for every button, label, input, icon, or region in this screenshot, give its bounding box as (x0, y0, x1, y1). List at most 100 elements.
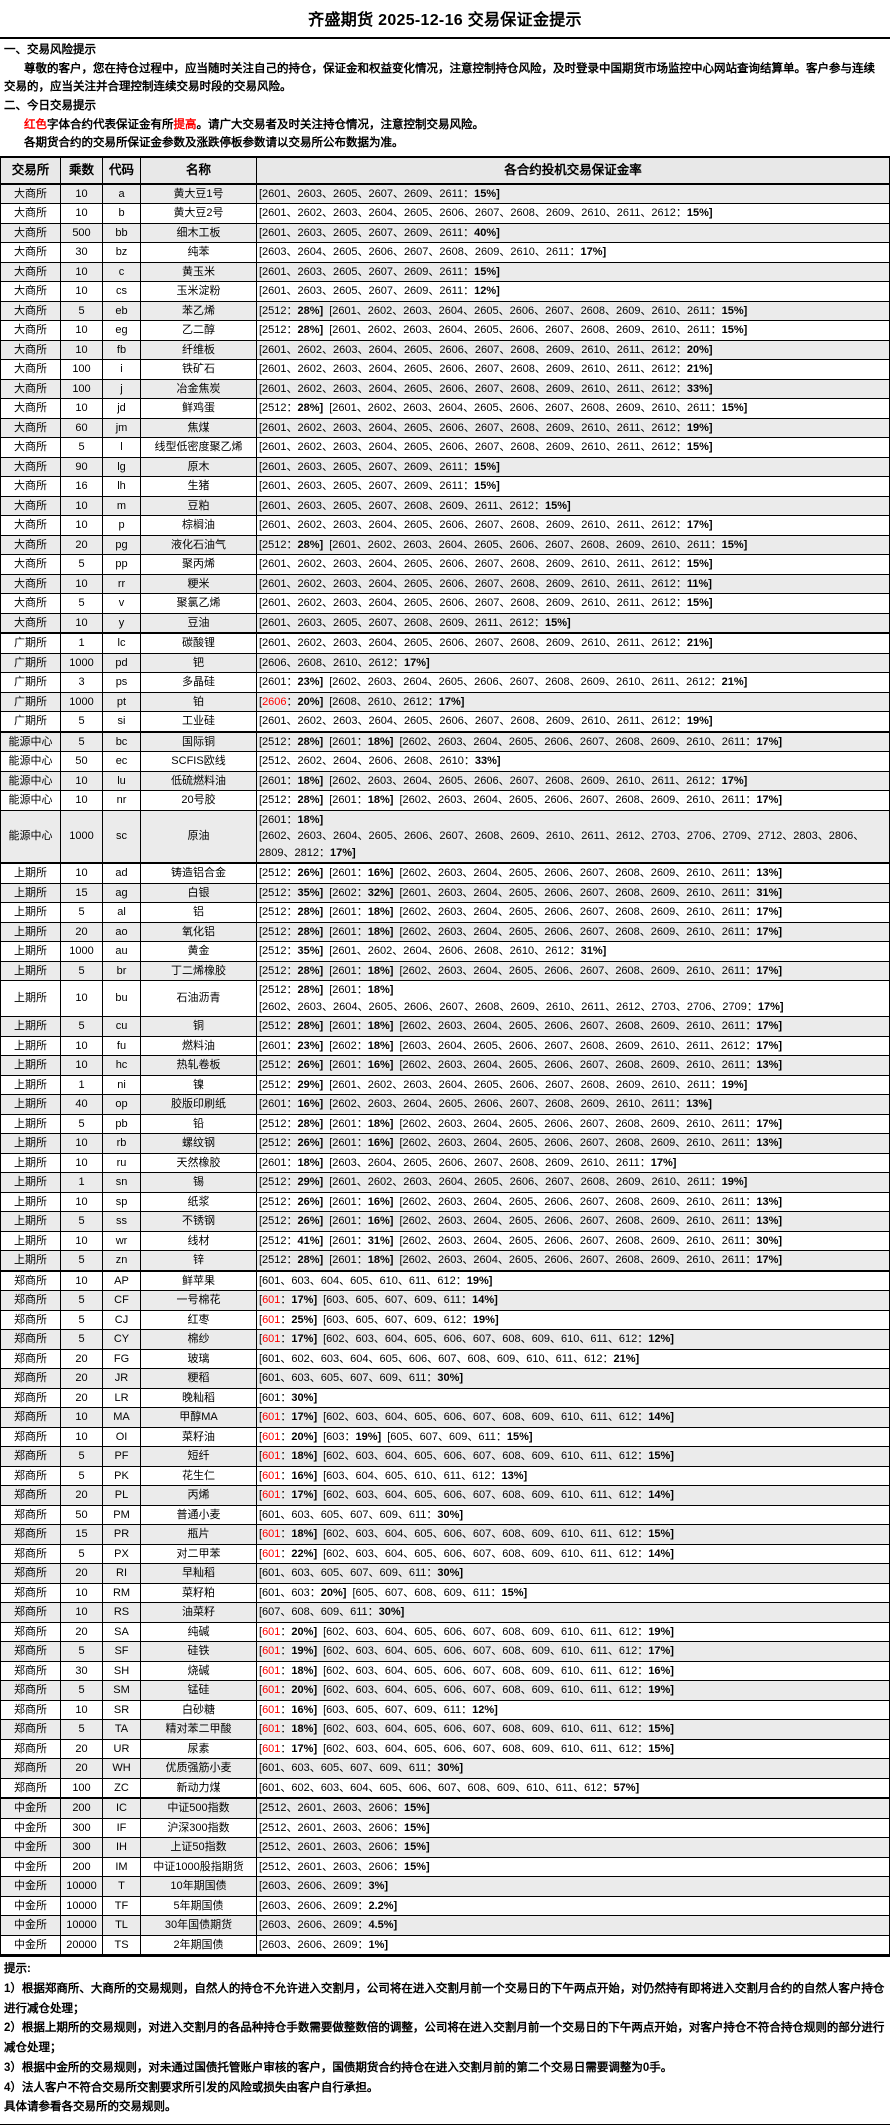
cell-product-name: 棉纱 (140, 1329, 257, 1350)
cell-multiplier: 5 (60, 1211, 103, 1232)
cell-multiplier: 20 (60, 1485, 103, 1506)
cell-product-name: 天然橡胶 (140, 1152, 257, 1173)
cell-multiplier: 10 (60, 1191, 103, 1212)
cell-code: lu (102, 770, 141, 791)
cell-multiplier: 5 (60, 593, 103, 614)
cell-code: ec (102, 751, 141, 772)
cell-product-name: 沪深300指数 (140, 1817, 257, 1838)
cell-code: i (102, 359, 141, 380)
table-row: 大商所 10 cs 玉米淀粉 [2601、2603、2605、2607、2609、261… (0, 281, 890, 302)
cell-multiplier: 5 (60, 730, 103, 752)
cell-margin-rates: [601：17%] [602、603、604、605、606、607、608、60… (256, 1407, 890, 1428)
cell-code: pd (102, 652, 141, 673)
cell-multiplier: 5 (60, 1465, 103, 1486)
cell-product-name: 燃料油 (140, 1035, 257, 1056)
cell-product-name: 黄大豆2号 (140, 203, 257, 224)
cell-code: l (102, 437, 141, 458)
risk-notice-heading: 一、交易风险提示 (4, 44, 96, 56)
cell-product-name: 铁矿石 (140, 359, 257, 380)
cell-code: IM (102, 1856, 141, 1877)
cell-margin-rates: [2601、2602、2603、2604、2605、2606、2607、2608… (256, 593, 890, 614)
cell-code: au (102, 941, 141, 962)
cell-margin-rates: [2512：26%] [2601：16%] [2602、2603、2604、2605… (256, 1055, 890, 1076)
cell-product-name: 油菜籽 (140, 1602, 257, 1623)
cell-exchange: 大商所 (0, 417, 61, 438)
cell-product-name: 粳稻 (140, 1368, 257, 1389)
cell-code: v (102, 593, 141, 614)
cell-margin-rates: [2603、2606、2609：1%] (256, 1934, 890, 1955)
cell-code: IF (102, 1817, 141, 1838)
cell-exchange: 上期所 (0, 1230, 61, 1251)
table-row: 中金所 10000 TL 30年国债期货 [2603、2606、2609：4.5%] (0, 1915, 890, 1936)
cell-code: PR (102, 1524, 141, 1545)
table-row: 郑商所 10 RM 菜籽粕 [601、603：20%] [605、607、608、609、… (0, 1582, 890, 1603)
cell-product-name: 普通小麦 (140, 1504, 257, 1525)
cell-exchange: 大商所 (0, 378, 61, 399)
table-row: 上期所 5 zn 锌 [2512：28%] [2601：18%] [2602、2603、26… (0, 1250, 890, 1271)
table-row: 中金所 300 IH 上证50指数 [2512、2601、2603、2606：15%] (0, 1837, 890, 1858)
cell-exchange: 上期所 (0, 921, 61, 942)
table-row: 大商所 60 jm 焦煤 [2601、2602、2603、2604、2605、2606、… (0, 417, 890, 438)
cell-margin-rates: [601：18%] [602、603、604、605、606、607、608、60… (256, 1660, 890, 1681)
cell-exchange: 上期所 (0, 902, 61, 923)
col-code: 代码 (102, 157, 141, 185)
cell-product-name: 低硫燃料油 (140, 770, 257, 791)
cell-product-name: 焦煤 (140, 417, 257, 438)
cell-multiplier: 100 (60, 378, 103, 399)
cell-margin-rates: [2601、2603、2605、2607、2609、2611：15%] (256, 183, 890, 204)
cell-exchange: 郑商所 (0, 1602, 61, 1623)
cell-code: CJ (102, 1309, 141, 1330)
cell-code: p (102, 515, 141, 536)
cell-margin-rates: [2512、2601、2603、2606：15%] (256, 1817, 890, 1838)
cell-code: sc (102, 809, 141, 864)
cell-exchange: 中金所 (0, 1895, 61, 1916)
cell-product-name: 纯苯 (140, 242, 257, 263)
cell-exchange: 上期所 (0, 1250, 61, 1271)
cell-margin-rates: [2512：35%] [2602：32%] [2601、2603、2604、2605… (256, 882, 890, 903)
cell-code: lg (102, 456, 141, 477)
cell-margin-rates: [601：25%] [603、605、607、609、612：19%] (256, 1309, 890, 1330)
cell-code: PM (102, 1504, 141, 1525)
cell-code: b (102, 203, 141, 224)
cell-margin-rates: [2601、2603、2605、2607、2609、2611：15%] (256, 456, 890, 477)
cell-margin-rates: [601：18%] [602、603、604、605、606、607、608、60… (256, 1524, 890, 1545)
cell-product-name: 氧化铝 (140, 921, 257, 942)
cell-product-name: 甲醇MA (140, 1407, 257, 1428)
cell-margin-rates: [601：20%] [602、603、604、605、606、607、608、60… (256, 1621, 890, 1642)
cell-code: TS (102, 1934, 141, 1955)
cell-margin-rates: [2603、2606、2609：3%] (256, 1876, 890, 1897)
cell-code: si (102, 711, 141, 732)
cell-multiplier: 50 (60, 1504, 103, 1525)
cell-product-name: 对二甲苯 (140, 1543, 257, 1564)
table-row: 郑商所 20 SA 纯碱 [601：20%] [602、603、604、605、606、6… (0, 1621, 890, 1642)
cell-exchange: 能源中心 (0, 770, 61, 791)
cell-exchange: 广期所 (0, 691, 61, 712)
table-row: 大商所 5 pp 聚丙烯 [2601、2602、2603、2604、2605、2606、… (0, 554, 890, 575)
cell-exchange: 郑商所 (0, 1738, 61, 1759)
cell-margin-rates: [2512：28%][2601：18%][2602、2603、2604、2605… (256, 1113, 890, 1134)
cell-code: PL (102, 1485, 141, 1506)
cell-margin-rates: [2512、2602、2604、2606、2608、2610：33%] (256, 751, 890, 772)
table-row: 大商所 16 lh 生猪 [2601、2603、2605、2607、2609、2611：… (0, 476, 890, 497)
table-row: 上期所 10 sp 纸浆 [2512：26%] [2601：16%] [2602、2603、… (0, 1191, 890, 1212)
cell-margin-rates: [2601：16%] [2602、2603、2604、2605、2606、2607… (256, 1094, 890, 1115)
cell-product-name: 玻璃 (140, 1348, 257, 1369)
table-row: 大商所 10 b 黄大豆2号 [2601、2602、2603、2604、2605、260… (0, 203, 890, 224)
cell-code: SH (102, 1660, 141, 1681)
today-notice-mid: 字体合约代表保证金有所 (47, 118, 174, 131)
cell-multiplier: 10 (60, 1133, 103, 1154)
table-row: 郑商所 5 CY 棉纱 [601：17%] [602、603、604、605、606、60… (0, 1329, 890, 1350)
cell-margin-rates: [2512、2601、2603、2606：15%] (256, 1837, 890, 1858)
table-row: 大商所 5 l 线型低密度聚乙烯 [2601、2602、2603、2604、2605、2… (0, 437, 890, 458)
table-header-row: 交易所 乘数 代码 名称 各合约投机交易保证金率 (0, 157, 890, 185)
cell-code: T (102, 1876, 141, 1897)
cell-code: bc (102, 730, 141, 752)
cell-margin-rates: [2512：28%] [2601、2602、2603、2604、2605、2606… (256, 398, 890, 419)
cell-multiplier: 16 (60, 476, 103, 497)
cell-exchange: 大商所 (0, 183, 61, 204)
cell-multiplier: 10 (60, 261, 103, 282)
cell-margin-rates: [2512、2601、2603、2606：15%] (256, 1856, 890, 1877)
cell-code: j (102, 378, 141, 399)
table-row: 能源中心 1000 sc 原油 [2601：18%][2602、2603、2604、26… (0, 809, 890, 864)
table-row: 郑商所 10 SR 白砂糖 [601：16%] [603、605、607、609、611：… (0, 1699, 890, 1720)
